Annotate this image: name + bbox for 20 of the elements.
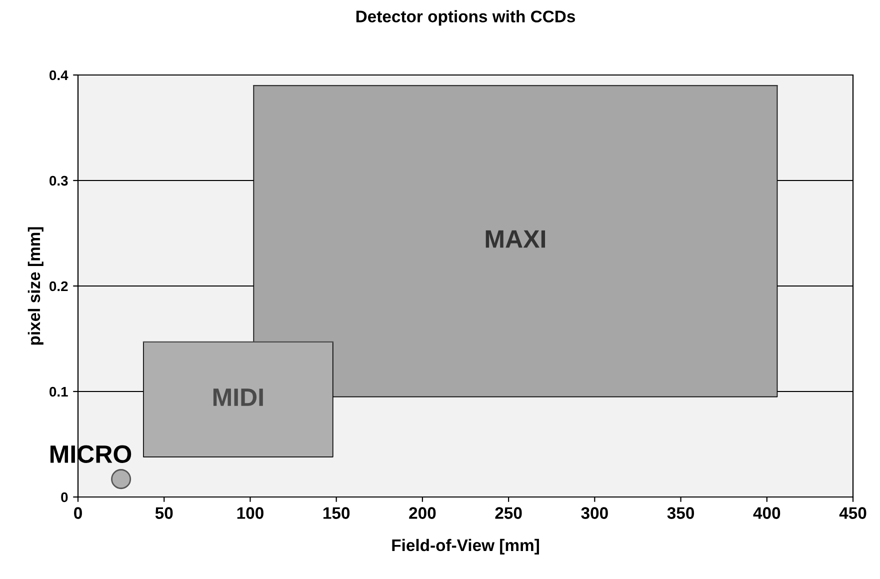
x-tick-label: 250 bbox=[495, 507, 522, 519]
x-tick-label: 200 bbox=[409, 507, 436, 519]
x-tick-label: 300 bbox=[581, 507, 608, 519]
x-tick-label: 0 bbox=[74, 507, 82, 519]
x-tick-label: 400 bbox=[753, 507, 780, 519]
chart-title: Detector options with CCDs bbox=[356, 10, 576, 26]
x-tick-label: 350 bbox=[667, 507, 694, 519]
y-axis-title: pixel size [mm] bbox=[28, 227, 44, 345]
x-axis-title: Field-of-View [mm] bbox=[392, 538, 539, 554]
x-tick-label: 50 bbox=[155, 507, 173, 519]
x-tick-label: 150 bbox=[323, 507, 350, 519]
y-tick-label: 0.3 bbox=[50, 176, 68, 186]
y-tick-label: 0.2 bbox=[50, 281, 68, 292]
y-tick-label: 0.4 bbox=[50, 70, 68, 80]
x-tick-label: 450 bbox=[839, 507, 866, 519]
y-tick-label: 0.1 bbox=[50, 386, 68, 397]
y-tick-label: 0 bbox=[61, 492, 68, 502]
text: MAXI bbox=[486, 230, 546, 248]
x-tick-label: 100 bbox=[237, 507, 264, 519]
series-label: MIDI bbox=[213, 388, 263, 406]
